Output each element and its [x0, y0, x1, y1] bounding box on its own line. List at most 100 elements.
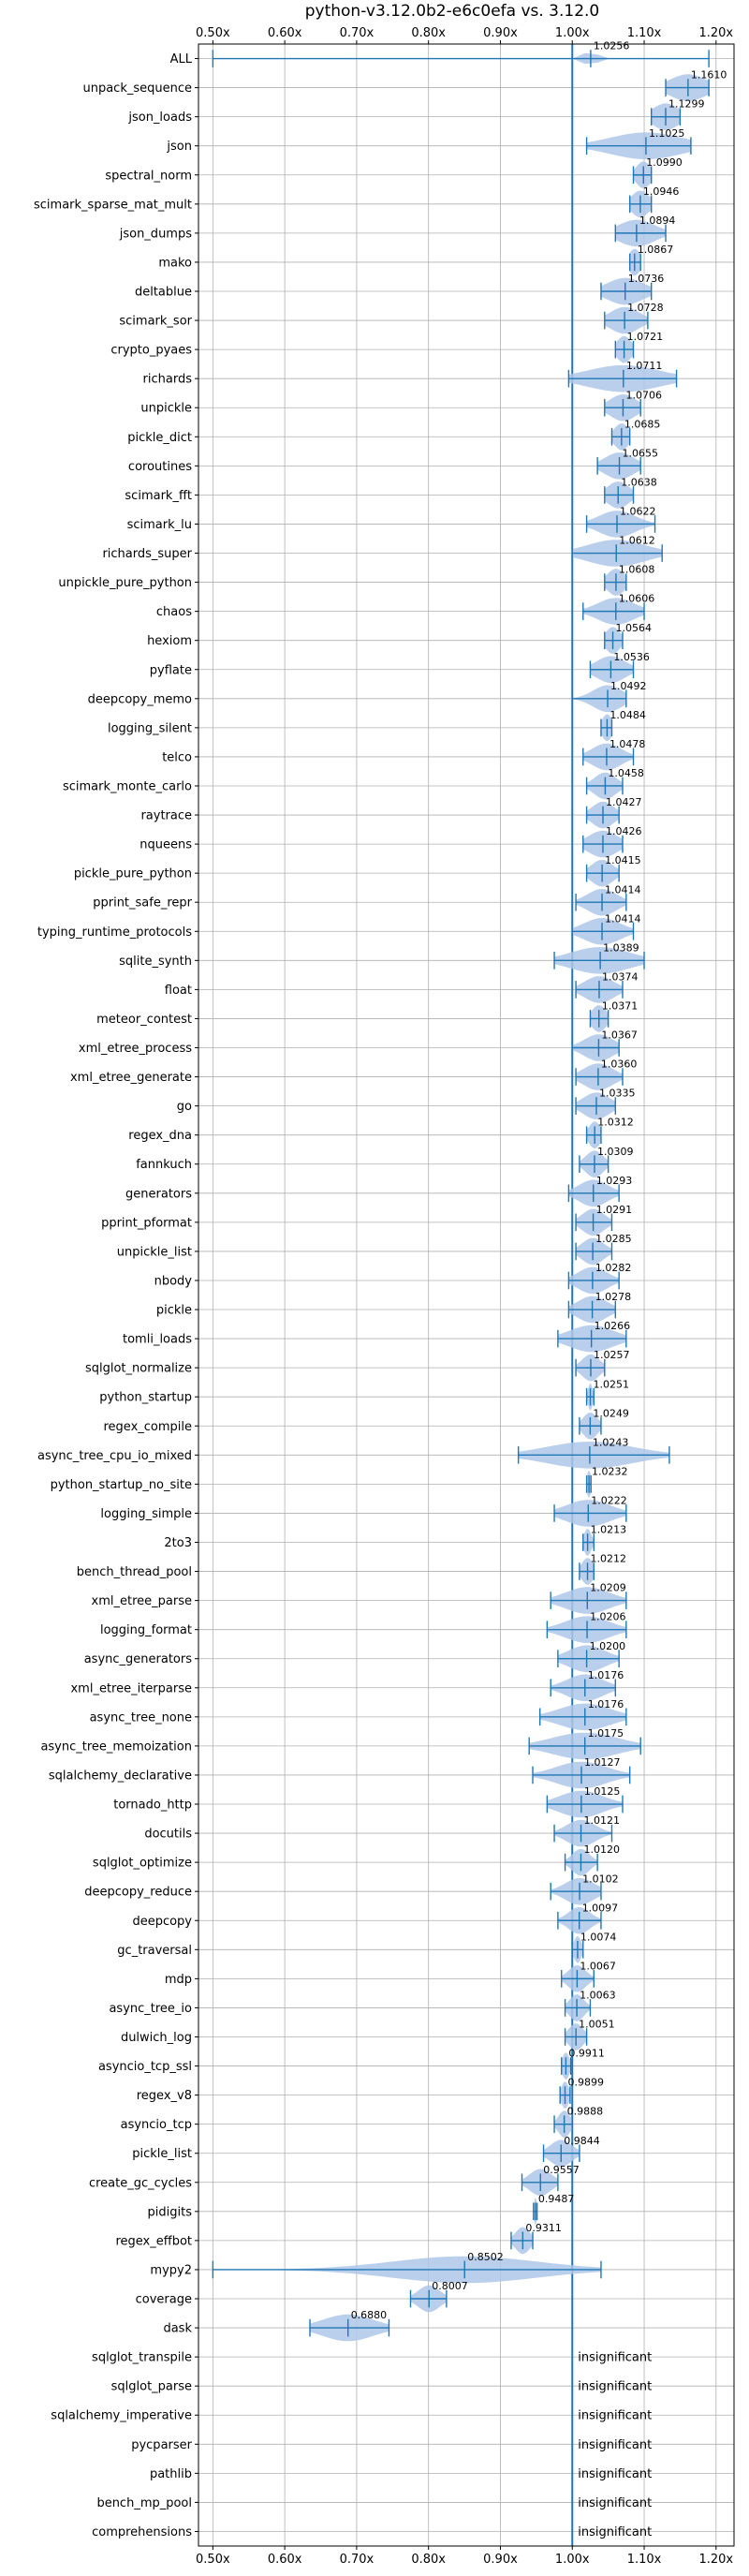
violin-deepcopy_memo: 1.0492 [571, 680, 647, 713]
value-label: 1.0256 [594, 40, 630, 52]
violin-richards: 1.0711 [567, 360, 678, 392]
violin-gc_traversal: 1.0074 [571, 1931, 616, 1963]
insignificant-label: insignificant [578, 2525, 652, 2539]
benchmark-label: typing_runtime_protocols [37, 925, 192, 940]
benchmark-label: chaos [156, 605, 192, 619]
value-label: 1.0278 [595, 1291, 632, 1303]
value-label: 1.0374 [602, 970, 639, 983]
violin-regex_effbot: 0.9311 [510, 2222, 562, 2255]
benchmark-label: 2to3 [164, 1536, 192, 1550]
violin-float: 1.0374 [575, 970, 639, 1003]
value-label: 1.0335 [599, 1088, 636, 1100]
benchmark-label: xml_etree_iterparse [70, 1681, 192, 1695]
value-label: 1.0251 [594, 1378, 630, 1390]
violin-sqlite_synth: 1.0389 [553, 941, 645, 974]
violin-async_tree_none: 1.0176 [538, 1698, 627, 1731]
value-label: 1.0063 [580, 1989, 616, 2001]
value-label: 1.0222 [591, 1494, 627, 1506]
violin-telco: 1.0478 [582, 738, 646, 771]
value-label: 0.8007 [432, 2280, 468, 2292]
violin-generators: 1.0293 [567, 1175, 632, 1207]
benchmark-label: sqlite_synth [119, 955, 192, 969]
violin-logging_silent: 1.0484 [600, 709, 646, 742]
value-label: 1.0097 [582, 1902, 619, 1914]
insignificant-label: insignificant [578, 2438, 652, 2452]
violin-dask: 0.6880 [309, 2309, 390, 2342]
benchmark-label: nbody [154, 1274, 193, 1288]
value-label: 1.0282 [595, 1262, 632, 1274]
benchmark-label: pickle_dict [127, 431, 192, 445]
value-label: 1.0125 [584, 1785, 621, 1798]
violin-pickle: 1.0278 [567, 1291, 632, 1324]
value-label: 1.0120 [583, 1843, 620, 1856]
benchmark-label: pickle [156, 1304, 192, 1318]
benchmark-label: mako [158, 256, 192, 270]
value-label: 1.0478 [609, 738, 646, 750]
value-label: 1.0608 [619, 564, 655, 576]
violin-ALL: 1.0256 [212, 40, 710, 67]
violin-pyflate: 1.0536 [589, 651, 650, 683]
benchmark-label: coverage [136, 2293, 192, 2307]
value-label: 0.9844 [564, 2135, 600, 2147]
benchmark-label: json_dumps [119, 227, 192, 241]
violin-create_gc_cycles: 0.9557 [521, 2164, 580, 2197]
benchmark-label: bench_mp_pool [96, 2496, 192, 2510]
benchmark-label: tomli_loads [123, 1333, 192, 1347]
violin-asyncio_tcp_ssl: 0.9911 [561, 2048, 605, 2080]
benchmark-label: pyflate [150, 663, 192, 677]
benchmark-label: async_tree_io [109, 2002, 192, 2016]
x-tick-label-bottom: 0.80x [411, 2553, 446, 2567]
benchmark-label: richards_super [102, 547, 192, 561]
value-label: 1.0728 [627, 302, 664, 314]
violin-sqlglot_normalize: 1.0257 [575, 1349, 629, 1382]
violin-nbody: 1.0282 [567, 1262, 632, 1295]
value-label: 1.0266 [595, 1320, 631, 1332]
x-tick-label-top: 1.00x [555, 26, 590, 40]
value-label: 1.0291 [596, 1204, 633, 1216]
value-label: 1.0415 [605, 854, 641, 866]
benchmark-label: pidigits [148, 2205, 193, 2219]
value-label: 1.0209 [590, 1582, 626, 1594]
value-label: 0.9888 [567, 2106, 604, 2118]
value-label: 1.0176 [588, 1669, 624, 1681]
value-label: 0.9911 [568, 2048, 605, 2060]
value-label: 1.0176 [588, 1698, 624, 1710]
value-label: 1.0367 [601, 1029, 638, 1042]
benchmark-label: meteor_contest [96, 1013, 192, 1027]
violin-spectral_norm: 1.0990 [632, 156, 683, 188]
violin-json_loads: 1.1299 [651, 98, 704, 130]
violin-unpickle_pure_python: 1.0608 [604, 564, 655, 596]
benchmark-label: tornado_http [113, 1799, 192, 1813]
value-label: 1.0312 [597, 1117, 634, 1129]
benchmark-label: mypy2 [150, 2263, 192, 2277]
benchmark-label: spectral_norm [105, 169, 192, 183]
x-tick-label-top: 0.70x [340, 26, 374, 40]
value-label: 1.0371 [602, 1000, 639, 1013]
value-label: 0.9899 [567, 2077, 604, 2089]
benchmark-label: bench_thread_pool [77, 1565, 192, 1579]
value-label: 1.1610 [691, 69, 727, 81]
violin-nqueens: 1.0426 [582, 825, 641, 858]
benchmark-label: pprint_pformat [101, 1216, 192, 1230]
violin-crypto_pyaes: 1.0721 [614, 331, 663, 363]
value-label: 1.0458 [608, 767, 644, 779]
chart-title: python-v3.12.0b2-e6c0efa vs. 3.12.0 [305, 2, 600, 21]
benchmark-label: unpickle [140, 402, 192, 416]
x-tick-label-top: 1.10x [627, 26, 662, 40]
benchmark-label: scimark_monte_carlo [63, 779, 192, 793]
benchmark-label: async_tree_cpu_io_mixed [37, 1449, 192, 1463]
value-label: 1.0622 [620, 506, 656, 518]
benchmark-label: regex_v8 [137, 2089, 192, 2103]
value-label: 1.0200 [590, 1640, 626, 1652]
x-tick-label-bottom: 0.50x [196, 2553, 230, 2567]
value-label: 1.0564 [616, 622, 653, 634]
violin-coverage: 0.8007 [409, 2280, 468, 2313]
benchmark-label: sqlglot_transpile [92, 2351, 192, 2365]
value-label: 1.0894 [639, 215, 676, 227]
violin-coroutines: 1.0655 [596, 447, 658, 480]
violin-fannkuch: 1.0309 [579, 1146, 633, 1177]
benchmark-label: deltablue [135, 285, 192, 299]
benchmark-label: logging_silent [108, 721, 192, 735]
benchmark-label: pathlib [150, 2467, 192, 2481]
